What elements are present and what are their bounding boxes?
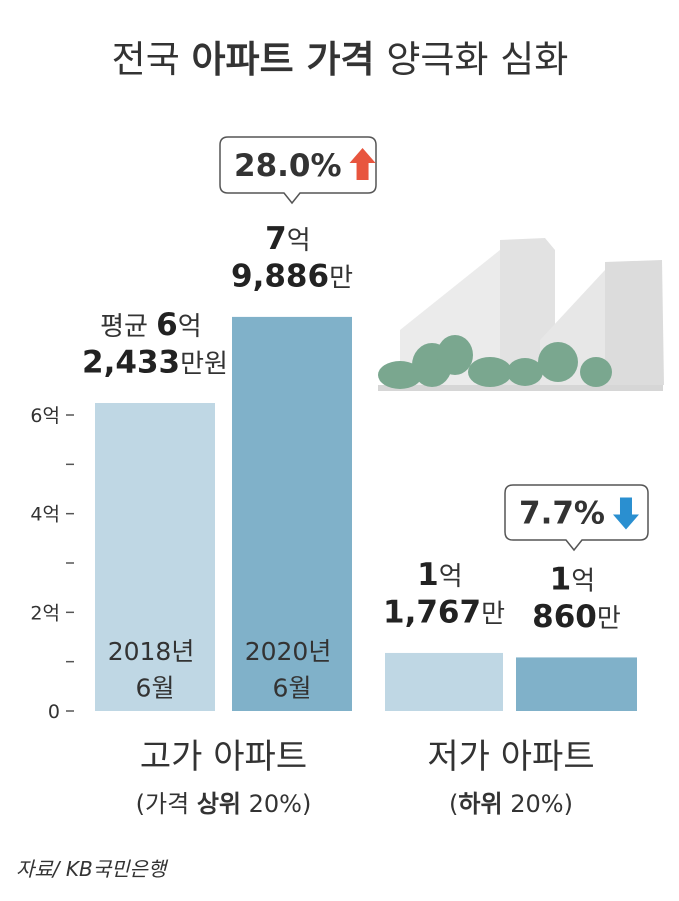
change-label: 28.0%: [234, 148, 342, 184]
text-segment: 하위: [458, 790, 502, 818]
label-line: 6월: [273, 673, 312, 702]
label-line: 2,433만원: [82, 345, 228, 381]
label-line: 6월: [136, 673, 175, 702]
legend-label: 2018년 6월: [108, 637, 203, 702]
source: 자료/ KB국민은행: [16, 857, 169, 881]
label-part: 9,886: [231, 259, 329, 295]
building-illustration: [378, 238, 664, 391]
legend-label: 2020년 6월: [245, 637, 340, 702]
label-part: 억: [178, 312, 210, 342]
y-tick-label: 0: [48, 701, 60, 723]
category-label: 저가 아파트: [427, 737, 594, 777]
label-part: 1: [550, 561, 572, 597]
y-tick-label: 4억: [30, 504, 60, 526]
label-part: 7: [265, 221, 287, 257]
label-part: 860: [532, 599, 597, 635]
label-line: 1억: [550, 561, 604, 597]
text-segment: 전국: [112, 38, 192, 81]
label-part: 년: [171, 637, 202, 666]
bar: [232, 316, 352, 711]
text-segment: (: [449, 790, 458, 818]
callout-box: [219, 136, 377, 205]
value-label: 1억 860만: [532, 561, 621, 635]
label-part: 2020: [245, 637, 309, 666]
change-label: 7.7%: [519, 496, 605, 532]
label-line: 1억: [417, 557, 471, 593]
text-segment: 양극화 심화: [375, 38, 569, 81]
label-part: 억: [287, 226, 319, 256]
label-line: 7억: [265, 221, 319, 257]
value-label: 1억 1,767만: [383, 557, 505, 631]
y-tick-label: 6억: [30, 405, 60, 427]
chart-title: 전국 아파트 가격 양극화 심화: [112, 38, 569, 81]
label-part: 억: [571, 566, 603, 596]
label-part: 평균: [100, 312, 156, 342]
label-part: 2018: [108, 637, 172, 666]
label-line: 860만: [532, 599, 621, 635]
label-line: 평균 6억: [100, 307, 210, 343]
label-part: 만: [481, 600, 505, 630]
value-label: 7억 9,886만: [231, 221, 353, 295]
label-part: 만: [329, 264, 353, 294]
label-part: 만: [597, 604, 621, 634]
label-part: 1,767: [383, 595, 481, 631]
callout-box: [504, 484, 649, 552]
text-segment: 아파트 가격: [192, 38, 375, 81]
label-part: 6: [273, 673, 289, 702]
label-line: 2020년: [245, 637, 340, 666]
bar: [385, 652, 503, 711]
label-part: 2,433: [82, 345, 180, 381]
label-part: 년: [308, 637, 339, 666]
bar: [95, 402, 215, 711]
label-line: 1,767만: [383, 595, 505, 631]
change-arrow: [612, 497, 639, 530]
text-segment: (가격: [136, 790, 197, 818]
category-subtitle: (하위 20%): [449, 790, 573, 818]
label-line: 2018년: [108, 637, 203, 666]
label-line: 9,886만: [231, 259, 353, 295]
bar: [516, 657, 637, 711]
label-part: 억: [439, 562, 471, 592]
category-subtitle: (가격 상위 20%): [136, 790, 312, 818]
text-segment: 상위: [197, 790, 241, 818]
label-part: 6: [136, 673, 152, 702]
text-segment: 20%): [503, 790, 573, 818]
y-tick-label: 2억: [30, 602, 60, 624]
label-part: 만원: [180, 350, 228, 380]
label-part: 월: [288, 673, 311, 702]
value-label: 평균 6억 2,433만원: [82, 307, 228, 381]
text-segment: 20%): [241, 790, 311, 818]
change-arrow: [349, 148, 376, 180]
label-part: 1: [417, 557, 439, 593]
label-part: 6: [156, 307, 178, 343]
category-label: 고가 아파트: [140, 737, 307, 777]
label-part: 월: [151, 673, 174, 702]
